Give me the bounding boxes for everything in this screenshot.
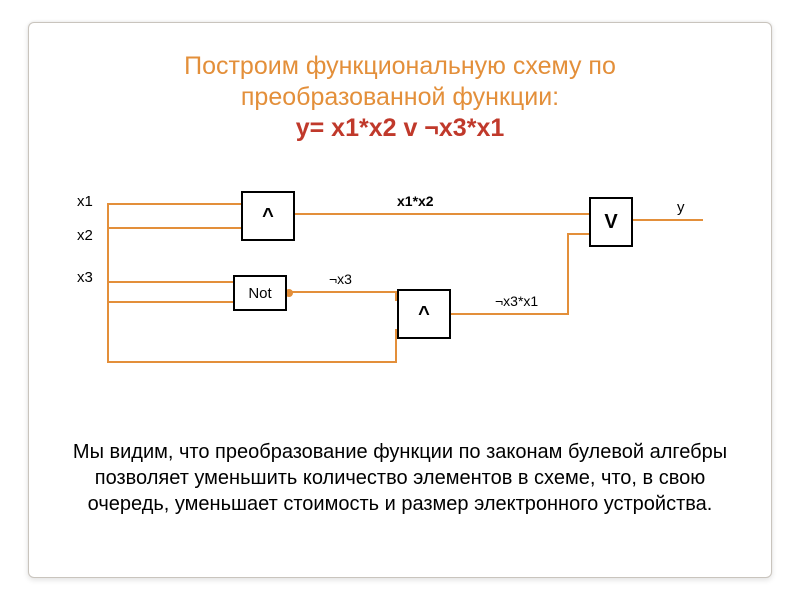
wire-13 [633,219,703,221]
wire-10 [451,313,569,315]
title-block: Построим функциональную схему по преобра… [29,51,771,143]
bottom-explanation: Мы видим, что преобразование функции по … [29,439,771,517]
title-line-1: Построим функциональную схему по [29,51,771,82]
wire-label-notx3: ¬x3 [329,271,352,287]
wire-0 [107,203,241,205]
wire-4 [107,203,109,363]
and-gate-1: ^ [241,191,295,241]
input-x1-label: x1 [77,193,93,210]
and-gate-2: ^ [397,289,451,339]
wire-label-x1x2: x1*x2 [397,193,434,209]
wire-7 [295,213,589,215]
input-x2-label: x2 [77,227,93,244]
input-x3-label: x3 [77,269,93,286]
title-formula: y= x1*x2 v ¬x3*x1 [29,114,771,143]
wire-8 [287,291,397,293]
title-line-2: преобразованной функции: [29,82,771,113]
wire-2 [107,281,233,283]
or-gate: V [589,197,633,247]
wire-12 [567,233,589,235]
slide-frame: Построим функциональную схему по преобра… [28,22,772,578]
wire-11 [567,233,569,315]
wire-1 [107,227,241,229]
logic-diagram: x1 x2 x3 ^ Not ^ V x1*x2 ¬x3 ¬x3*x1 y [77,173,725,393]
output-y-label: y [677,199,685,216]
wire-5 [107,361,397,363]
wire-label-notx3x1: ¬x3*x1 [495,293,538,309]
not-gate: Not [233,275,287,311]
wire-3 [107,301,233,303]
